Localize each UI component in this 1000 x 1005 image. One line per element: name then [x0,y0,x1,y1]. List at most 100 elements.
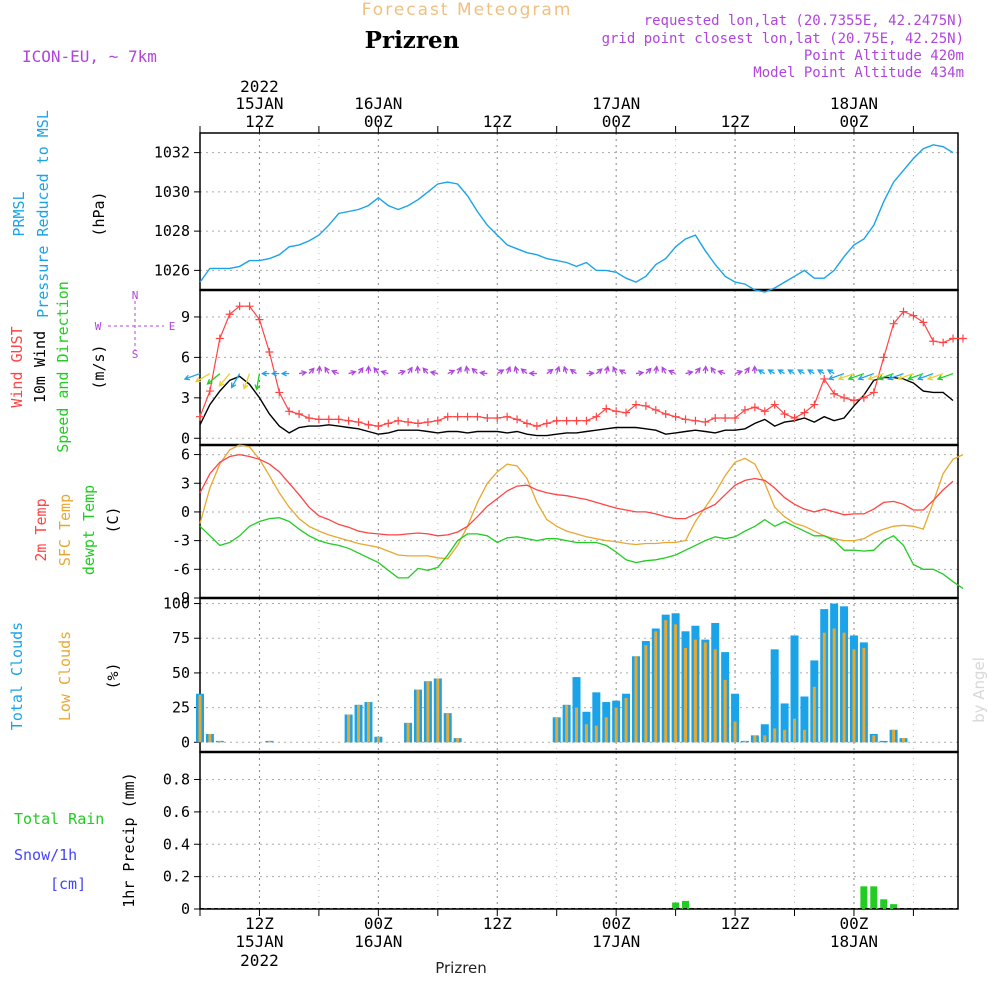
wind-speed-line [200,376,953,435]
bottom-date-label: 18JAN [830,932,878,951]
gust-point [820,375,828,383]
bottom-hour-label: 00Z [840,914,869,933]
top-date-label: 18JAN [830,94,878,113]
gust-point [711,414,719,422]
y-tick-label: -3 [172,532,190,550]
total-cloud-bar [880,741,888,742]
gust-point [424,418,432,426]
y-tick-label: 0 [181,429,190,447]
rain-bar [682,901,689,909]
top-date-label: 16JAN [354,94,402,113]
gust-point [553,417,561,425]
top-hour-label: 00Z [364,112,393,131]
bottom-date-label: 17JAN [592,932,640,951]
snow-label: Snow/1h [14,846,77,864]
y-tick-label: 25 [172,699,190,717]
low-cloud-bar [654,631,657,742]
top-hour-label: 12Z [483,112,512,131]
bottom-year-label: 2022 [240,951,279,970]
gust-point [384,419,392,427]
sfc-temp-line [200,445,963,559]
low-cloud-bar [585,724,588,742]
gust-point [672,413,680,421]
y-tick-label: 3 [181,389,190,407]
y-tick-label: 1028 [154,222,190,240]
rain-bar [870,886,877,909]
gust-point [404,418,412,426]
compass-e: E [169,320,176,333]
low-cloud-bar [605,717,608,742]
gust-point [473,413,481,421]
low-cloud-bar [763,735,766,742]
gust-point [939,339,947,347]
low-cloud-bar [625,698,628,742]
gust-point [206,387,214,395]
gust-point [919,318,927,326]
y-tick-label: 9 [181,308,190,326]
y-tick-label: -6 [172,560,190,578]
rain-bar [880,899,887,909]
gust-point [216,335,224,343]
low-cloud-bar [218,741,221,742]
y-tick-label: 50 [172,664,190,682]
wind-direction-arrow [219,374,229,386]
y-tick-label: 1030 [154,183,190,201]
gust-point [434,417,442,425]
low-cloud-bar [446,713,449,742]
low-cloud-bar [852,649,855,742]
low-cloud-bar [367,702,370,742]
low-cloud-bar [674,624,677,742]
gust-point [612,407,620,415]
bottom-hour-label: 00Z [364,914,393,933]
low-cloud-bar [704,642,707,742]
gust-point [285,407,293,415]
low-cloud-bar [456,738,459,742]
panel-frame [200,290,958,445]
low-cloud-bar [208,734,211,742]
compass-n: N [132,289,139,302]
bottom-hour-label: 12Z [721,914,750,933]
low-cloud-bar [694,640,697,743]
y-tick-label: 0 [181,733,190,751]
gust-point [533,422,541,430]
total-cloud-bar [771,649,779,742]
gust-point [721,414,729,422]
gust-point [573,417,581,425]
gust-point [374,422,382,430]
low-cloud-bar [872,735,875,742]
panel-frame [200,445,958,598]
gust-point [860,394,868,402]
gust-point [483,414,491,422]
low-cloud-bar [743,741,746,742]
low-cloud-bar [407,723,410,742]
low-cloud-bar [753,735,756,742]
pressure-line [200,145,953,292]
wind-label: 10m Wind [31,331,49,403]
gust-point [493,414,501,422]
y-tick-label: 6 [181,348,190,366]
top-hour-label: 00Z [602,112,631,131]
y-tick-label: 0.8 [163,771,190,789]
low-cloud-bar [684,648,687,742]
y-tick-label: 1032 [154,144,190,162]
gust-point [325,415,333,423]
dew-label: dewpt Temp [80,485,98,575]
gust-point [275,388,283,396]
gust-point [662,410,670,418]
gust-line [200,306,963,426]
gust-point [830,390,838,398]
gust-point [265,348,273,356]
gust-point [949,335,957,343]
bottom-date-label: 15JAN [235,932,283,951]
top-date-label: 17JAN [592,94,640,113]
grid-point-coords: grid point closest lon,lat (20.75E, 42.2… [602,31,964,47]
y-tick-label: 1026 [154,261,190,279]
gust-point [959,335,967,343]
low-cloud-bar [426,681,429,742]
low-cloud-bar [813,687,816,742]
low-cloud-bar [377,737,380,743]
bottom-hour-label: 12Z [483,914,512,933]
wind-dir-label: Speed and Direction [54,281,72,453]
